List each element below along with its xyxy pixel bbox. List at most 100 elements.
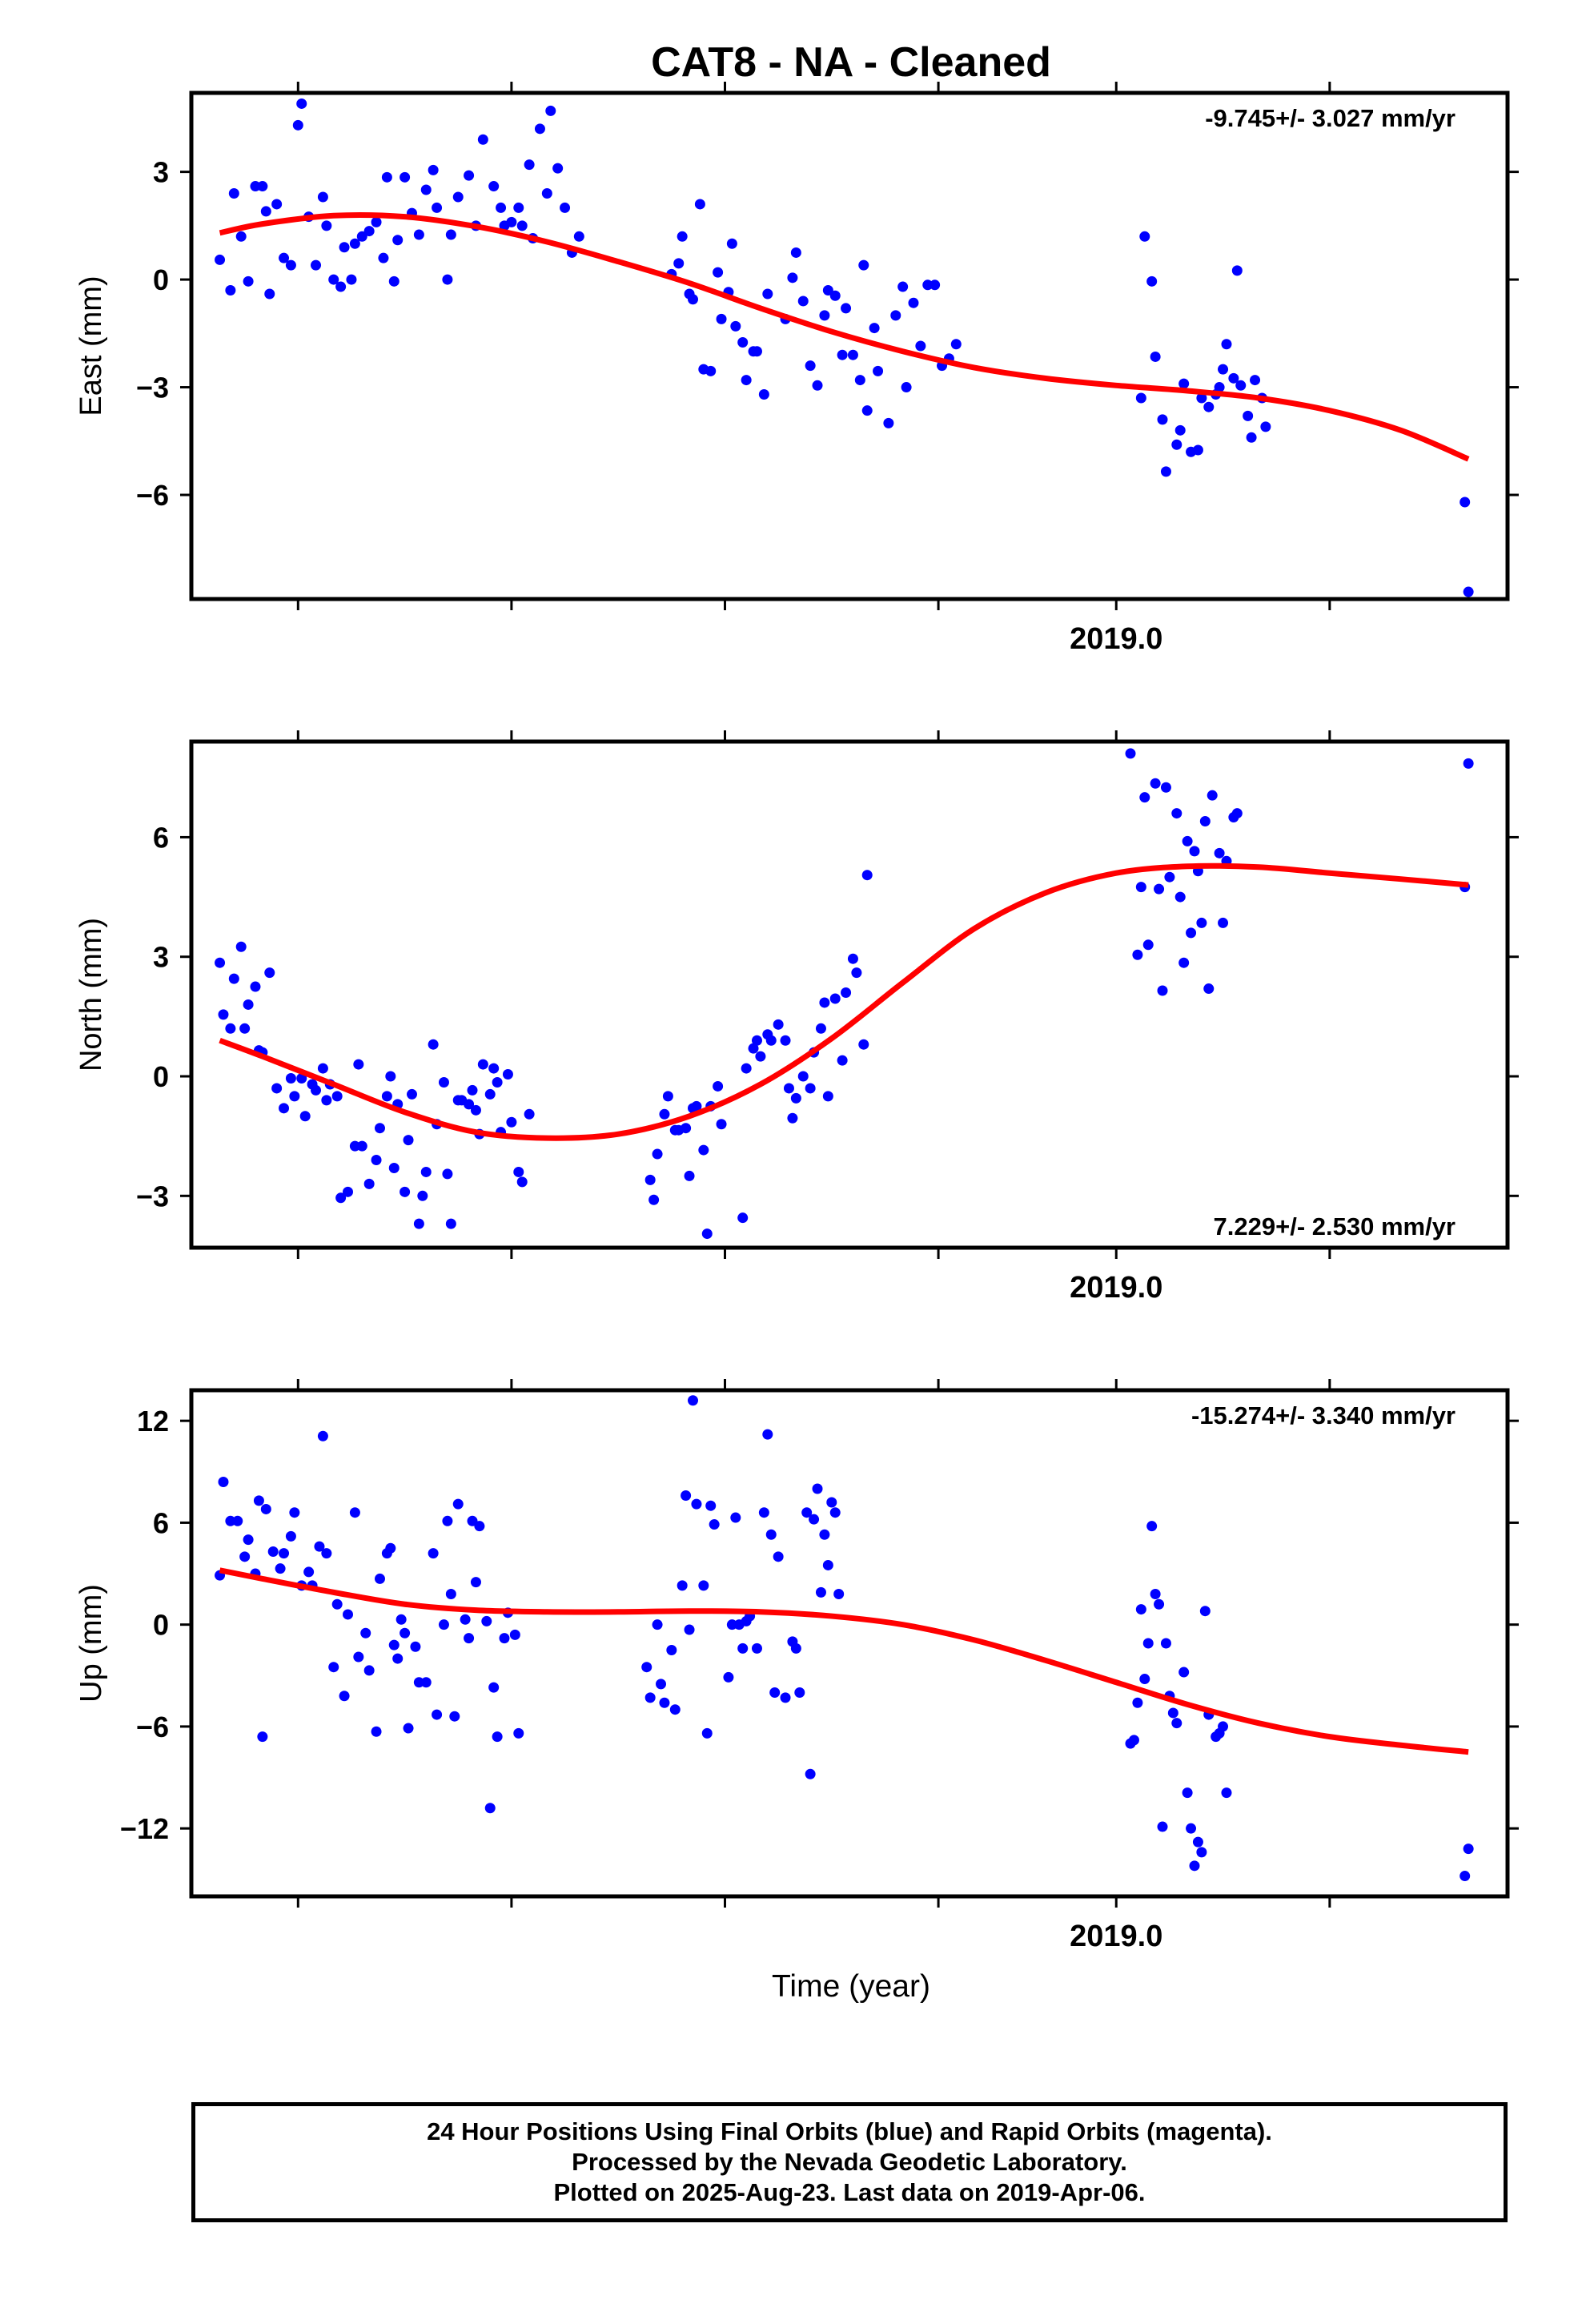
up-data-point [392,1653,404,1664]
north-data-point [1186,927,1197,939]
up-data-point [360,1627,371,1638]
north-data-point [1214,847,1225,858]
up-data-point [1154,1598,1165,1610]
north-data-point [837,1055,848,1066]
north-data-point [218,1009,229,1020]
north-data-point [513,1166,524,1177]
north-data-point [371,1155,382,1166]
up-data-point [773,1551,784,1562]
up-data-point [805,1768,816,1779]
north-data-point [335,1192,347,1204]
up-data-point [1139,1674,1150,1685]
east-data-point [388,275,400,287]
figure-title: CAT8 - NA - Cleaned [651,39,1051,86]
east-data-point [741,375,752,386]
up-data-point [762,1429,773,1440]
north-data-point [861,870,873,881]
up-data-point [822,1559,833,1570]
north-data-point [1157,985,1168,996]
up-data-point [1189,1860,1200,1872]
east-data-point [1228,372,1239,384]
north-data-point [264,967,275,979]
north-data-point [502,1069,513,1080]
east-data-point [442,274,453,285]
up-data-point [790,1642,801,1654]
up-data-point [1460,1871,1471,1882]
north-data-point [780,1035,791,1046]
east-data-point [356,231,367,242]
up-data-point [812,1483,823,1494]
east-data-point [1250,375,1261,386]
east-data-point [335,281,347,292]
up-data-point [815,1586,826,1598]
east-data-point [321,220,332,231]
east-data-point [445,229,456,240]
up-data-point [1150,1588,1161,1599]
east-data-point [716,313,727,324]
north-data-point [445,1218,456,1229]
east-data-point [1243,410,1254,421]
east-data-point [869,323,880,334]
east-data-point [854,375,865,386]
north-data-point [467,1084,478,1096]
east-panel: −6 −3 0 3 2019.0 East (mm) -9.745+/- 3.027 mm/… [74,82,1519,656]
up-data-point [396,1614,407,1625]
north-data-point [805,1083,816,1094]
north-data-point [1203,983,1215,995]
north-data-point [250,981,261,992]
north-data-point [847,953,858,964]
up-data-point [275,1563,286,1574]
north-data-point [748,1043,759,1054]
north-data-point [684,1170,695,1181]
up-data-point [726,1619,737,1630]
east-data-point [311,259,322,271]
east-data-point [694,199,705,210]
east-data-point [1221,339,1232,350]
north-panel: −3 0 3 6 2019.0 North (mm) 7.229+/- 2.530 mm/y… [74,730,1519,1305]
east-data-point [317,191,328,203]
east-data-point [292,119,303,131]
north-data-point [1142,939,1154,951]
north-data-point [464,1099,475,1110]
north-data-point [413,1218,424,1229]
east-data-point [516,220,528,231]
footer-line-2: Processed by the Nevada Geodetic Laborat… [572,2148,1127,2176]
up-data-point [669,1704,681,1715]
east-data-point [713,267,724,278]
east-data-point [1196,392,1207,404]
north-data-point [388,1162,400,1173]
east-data-point [901,382,912,393]
up-data-point [253,1495,264,1506]
east-data-point [432,202,443,213]
east-data-point [1246,432,1257,443]
east-data-point [488,181,500,192]
up-data-point [499,1633,510,1644]
east-data-point [349,238,360,249]
north-data-point [737,1212,749,1224]
north-data-point [311,1084,322,1096]
east-ytick-label: −3 [136,372,169,404]
up-rate-annotation: -15.274+/- 3.340 mm/yr [1191,1401,1456,1429]
east-data-point [363,226,375,237]
up-data-point [239,1551,251,1562]
east-data-point [464,170,475,181]
east-data-point [1192,444,1203,456]
north-data-point [516,1176,528,1188]
north-data-point [243,999,254,1010]
east-fit-curve [219,211,1470,462]
up-data-point [492,1731,503,1743]
north-y-axis-label: North (mm) [74,918,108,1072]
east-xtick-label: 2019.0 [1070,622,1162,656]
north-data-point [417,1190,428,1201]
east-data-point [1160,466,1171,477]
north-rate-annotation: 7.229+/- 2.530 mm/yr [1214,1212,1456,1240]
up-data-point [289,1507,300,1518]
up-data-point [285,1530,296,1542]
north-data-point [285,1073,296,1084]
east-data-point [890,310,901,321]
east-data-point [285,259,296,271]
north-data-point [374,1123,385,1134]
east-data-point [413,229,424,240]
up-data-point [1192,1836,1203,1848]
east-data-point [1139,231,1150,242]
